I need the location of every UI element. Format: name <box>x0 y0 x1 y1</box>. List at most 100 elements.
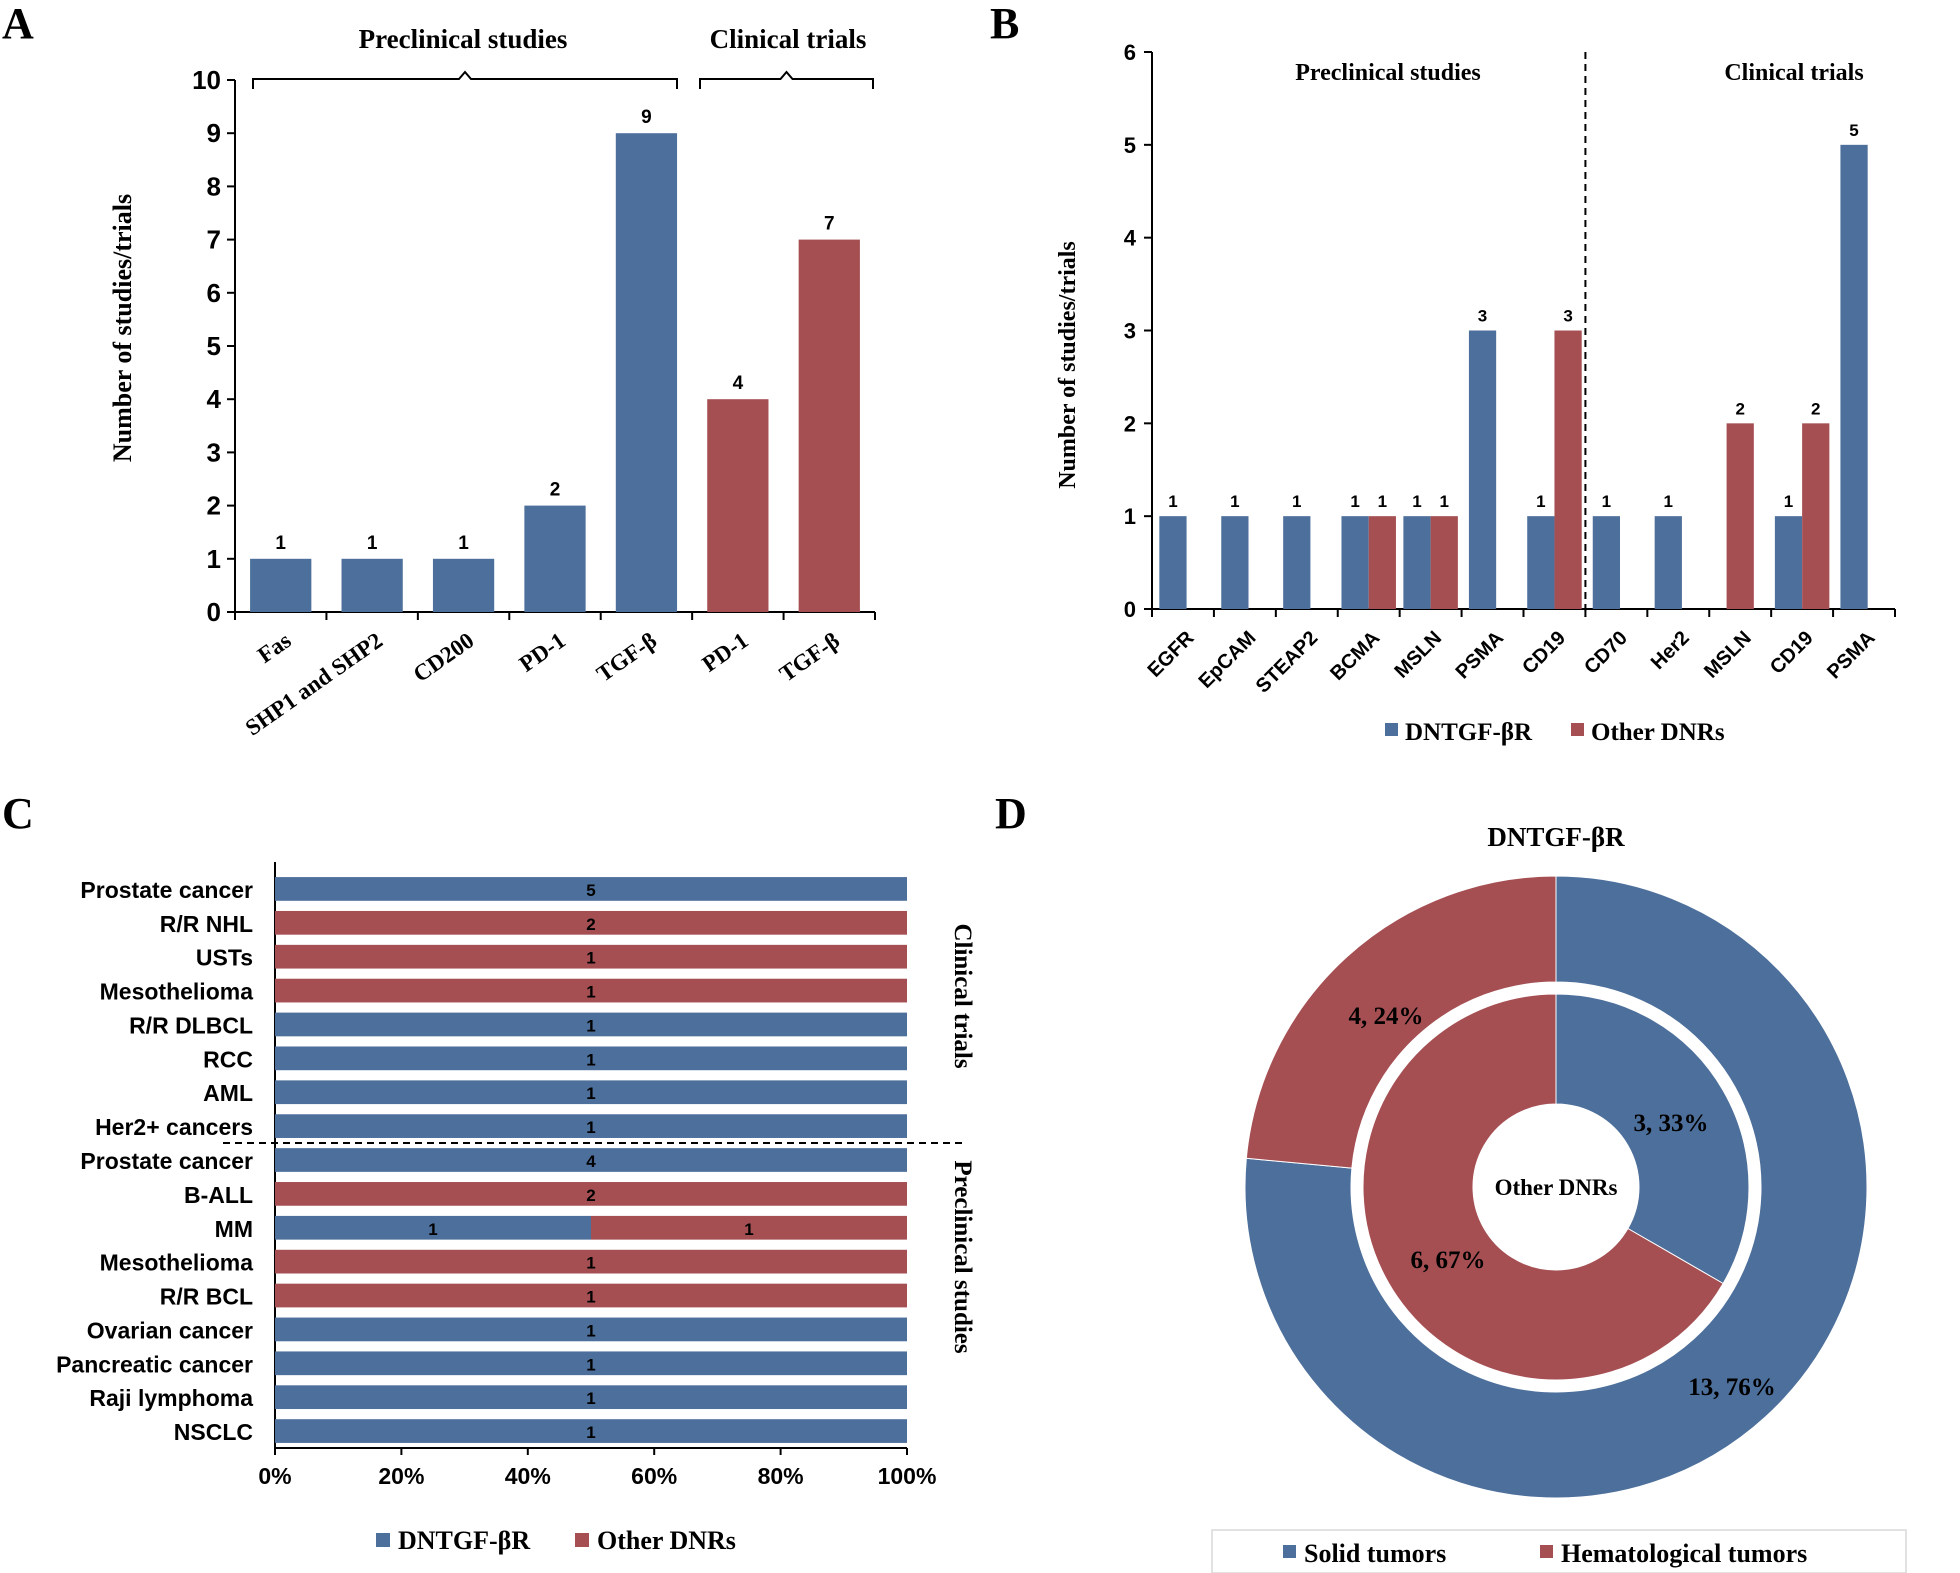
panel-a-ytick-label: 9 <box>207 118 221 148</box>
panel-a-ytick-label: 1 <box>207 544 221 574</box>
panel-c-category-label: Ovarian cancer <box>87 1317 253 1343</box>
panel-b-bar <box>1341 516 1369 609</box>
panel-c-category-label: USTs <box>196 945 253 971</box>
panel-a-data-label: 7 <box>824 214 835 235</box>
panel-b-category-label: BCMA <box>1326 627 1384 685</box>
panel-letter-d: D <box>995 789 1027 838</box>
panel-b-category-label: CD19 <box>1766 627 1818 679</box>
panel-a-group-label-clinical: Clinical trials <box>710 24 867 54</box>
panel-d-inner-slice-label: 3, 33% <box>1634 1110 1709 1137</box>
panel-b-category-label: MSLN <box>1391 627 1447 683</box>
panel-c-category-label: NSCLC <box>174 1419 253 1445</box>
panel-b-category-label: CD70 <box>1580 627 1632 679</box>
panel-a-bar <box>250 558 312 612</box>
panel-b-category-label: MSLN <box>1700 627 1756 683</box>
panel-c-category-label: Prostate cancer <box>80 877 253 903</box>
panel-c-bar-segment <box>275 1317 907 1342</box>
panel-a-ytick-label: 3 <box>207 437 221 467</box>
panel-b-ylabel: Number of studies/trials <box>1055 241 1081 489</box>
panel-b-bar <box>1654 516 1682 609</box>
panel-a-bar <box>341 558 403 612</box>
panel-c-xtick-label: 20% <box>378 1463 424 1489</box>
panel-letter-b: B <box>990 0 1019 48</box>
panel-b-data-label: 2 <box>1735 399 1744 418</box>
panel-c-category-label: Pancreatic cancer <box>56 1351 253 1377</box>
panel-a-ytick-label: 10 <box>192 65 221 95</box>
panel-c-data-label: 2 <box>586 915 595 934</box>
panel-c-xtick-label: 80% <box>758 1463 804 1489</box>
panel-c-bar-segment <box>275 1148 907 1172</box>
panel-a-bar <box>524 505 586 612</box>
panel-c-bar-segment <box>591 1215 907 1240</box>
panel-b-bar <box>1221 516 1249 609</box>
panel-b-ytick-label: 3 <box>1124 319 1136 344</box>
panel-c-category-label: MM <box>215 1216 253 1242</box>
panel-b-bar <box>1527 516 1555 609</box>
panel-c-data-label: 1 <box>586 1288 595 1307</box>
panel-b-data-label: 3 <box>1563 307 1572 326</box>
panel-c-category-label: Raji lymphoma <box>89 1385 253 1411</box>
panel-a-ytick-label: 8 <box>207 171 221 201</box>
panel-c-bar-segment <box>275 1351 907 1376</box>
panel-a-ytick-label: 0 <box>207 597 221 627</box>
panel-a-data-label: 9 <box>641 107 652 128</box>
panel-a-category-label: CD200 <box>409 628 479 687</box>
panel-a-ytick-label: 5 <box>207 331 221 361</box>
panel-c-bar-segment <box>275 1046 907 1071</box>
panel-c-data-label: 1 <box>586 1321 595 1340</box>
panel-c-chart: Clinical trials Preclinical studies DNTG… <box>56 862 976 1555</box>
panel-c-bar-segment <box>275 1215 591 1240</box>
panel-a-data-label: 1 <box>275 533 286 554</box>
panel-c-bar-segment <box>275 1419 907 1443</box>
panel-c-data-label: 1 <box>586 1016 595 1035</box>
panel-b-bar <box>1430 516 1458 609</box>
panel-c-data-label: 1 <box>586 949 595 968</box>
panel-b-data-label: 1 <box>1292 492 1301 511</box>
panel-b-legend-swatch-dntgf <box>1385 723 1398 736</box>
panel-c-legend-label-dntgf: DNTGF-βR <box>398 1526 530 1555</box>
panel-a-ytick-label: 2 <box>207 491 221 521</box>
panel-b-bar <box>1726 423 1754 609</box>
panel-c-xtick-label: 60% <box>631 1463 677 1489</box>
panel-b-bar <box>1368 516 1396 609</box>
panel-b-category-label: EGFR <box>1144 627 1199 682</box>
panel-b-bar <box>1159 516 1187 609</box>
panel-b-category-label: EpCAM <box>1195 627 1261 693</box>
panel-c-data-label: 1 <box>586 1118 595 1137</box>
panel-d-center-hole <box>1473 1104 1639 1270</box>
panel-d-inner-title: Other DNRs <box>1495 1175 1618 1200</box>
panel-b-data-label: 1 <box>1664 492 1673 511</box>
panel-d-outer-slice-label: 4, 24% <box>1349 1003 1424 1030</box>
panel-a-data-label: 1 <box>458 533 469 554</box>
panel-b-data-label: 5 <box>1849 121 1858 140</box>
panel-d-legend-label-solid: Solid tumors <box>1304 1539 1446 1568</box>
panel-c-category-label: AML <box>203 1080 253 1106</box>
panel-c-data-label: 1 <box>586 1389 595 1408</box>
panel-c-data-label: 1 <box>586 983 595 1002</box>
panel-b-data-label: 1 <box>1230 492 1239 511</box>
panel-c-data-label: 1 <box>586 1050 595 1069</box>
panel-a-category-label: Fas <box>253 628 296 668</box>
panel-letter-a: A <box>2 0 34 48</box>
panel-b-data-label: 1 <box>1412 492 1421 511</box>
panel-b-bar <box>1774 516 1803 609</box>
panel-d-outer-slice-label: 13, 76% <box>1688 1374 1776 1401</box>
panel-c-bar-segment <box>275 877 907 901</box>
panel-b-data-label: 1 <box>1350 492 1359 511</box>
panel-b-category-label: Her2 <box>1647 627 1694 674</box>
panel-a-ytick-label: 7 <box>207 225 221 255</box>
panel-a-category-label: PD-1 <box>515 628 570 677</box>
panel-b-ytick-label: 4 <box>1124 226 1137 251</box>
panel-c-group-label-clinical: Clinical trials <box>949 923 976 1068</box>
panel-letter-c: C <box>2 789 34 838</box>
panel-c-category-label: R/R DLBCL <box>129 1012 253 1038</box>
panel-b-group-label-clinical: Clinical trials <box>1724 60 1863 86</box>
panel-c-bar-segment <box>275 944 907 969</box>
panel-b-group-label-preclinical: Preclinical studies <box>1295 60 1481 86</box>
panel-b-legend-label-dntgf: DNTGF-βR <box>1405 719 1533 746</box>
panel-c-data-label: 1 <box>586 1355 595 1374</box>
panel-c-legend-label-other: Other DNRs <box>597 1526 736 1555</box>
panel-a-ytick-label: 6 <box>207 278 221 308</box>
panel-b-ytick-label: 1 <box>1124 504 1136 529</box>
